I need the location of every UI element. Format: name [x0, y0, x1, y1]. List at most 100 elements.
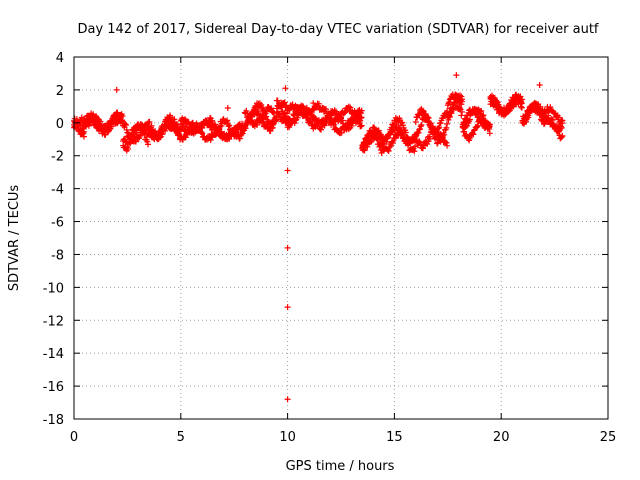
data-point [303, 111, 310, 118]
data-point [148, 122, 155, 129]
data-point [445, 100, 452, 107]
data-point [198, 129, 205, 136]
data-point [274, 97, 281, 104]
y-tick-label: -10 [43, 281, 64, 296]
data-point [448, 110, 455, 117]
data-point [521, 119, 528, 126]
data-point [558, 134, 565, 141]
data-point [310, 100, 317, 107]
data-point [358, 122, 365, 129]
data-point [125, 146, 132, 153]
data-point [263, 107, 270, 114]
data-point [213, 130, 220, 137]
data-point [417, 123, 424, 130]
y-tick-label: 0 [56, 117, 64, 132]
data-point [443, 124, 450, 131]
data-point [301, 106, 308, 113]
data-point [453, 72, 460, 79]
data-point [113, 86, 120, 93]
data-point [480, 112, 487, 119]
x-tick-label: 25 [600, 430, 617, 445]
data-point [547, 104, 554, 111]
data-point [122, 121, 129, 128]
data-point [145, 141, 152, 148]
data-point [157, 130, 164, 137]
y-tick-label: -16 [43, 380, 64, 395]
data-point [419, 145, 426, 152]
data-point [225, 123, 232, 130]
data-point [104, 125, 111, 132]
data-point [114, 109, 121, 116]
data-point [157, 130, 164, 137]
data-point [463, 115, 470, 122]
data-point [446, 99, 453, 106]
data-point [377, 142, 384, 149]
data-point [347, 104, 354, 111]
data-point [118, 116, 125, 123]
data-point [73, 116, 80, 123]
data-point [507, 102, 514, 109]
data-point [268, 105, 275, 112]
data-point [412, 143, 419, 150]
data-point [415, 129, 422, 136]
data-point [160, 125, 167, 132]
data-point [357, 117, 364, 124]
data-point [474, 122, 481, 129]
data-point [458, 112, 465, 119]
data-point [411, 148, 418, 155]
data-point [362, 141, 369, 148]
data-point [362, 136, 369, 143]
data-point [417, 125, 424, 132]
data-point [400, 132, 407, 139]
y-axis-label: SDTVAR / TECUs [7, 185, 22, 292]
data-point [291, 112, 298, 119]
data-point [533, 100, 540, 107]
data-point [224, 117, 231, 124]
data-point [444, 120, 451, 127]
data-point [281, 99, 288, 106]
data-point [76, 119, 83, 126]
data-point [434, 140, 441, 147]
x-tick-label: 5 [177, 430, 185, 445]
data-point [558, 124, 565, 131]
data-point [199, 130, 206, 137]
data-point [450, 105, 457, 112]
data-point [375, 127, 382, 134]
data-point [412, 118, 419, 125]
y-tick-label: -8 [51, 248, 64, 263]
chart-title: Day 142 of 2017, Sidereal Day-to-day VTE… [77, 22, 598, 37]
data-point [412, 133, 419, 140]
data-point [284, 244, 291, 251]
data-point [446, 114, 453, 121]
x-tick-label: 10 [279, 430, 296, 445]
data-point [236, 135, 243, 142]
data-point [224, 105, 231, 112]
data-point [328, 112, 335, 119]
data-point [260, 118, 267, 125]
data-point [303, 110, 310, 117]
data-point [384, 135, 391, 142]
data-point [209, 117, 216, 124]
data-point [459, 123, 466, 130]
data-point [435, 125, 442, 132]
data-point [339, 117, 346, 124]
x-tick-label: 0 [70, 430, 78, 445]
data-point [323, 106, 330, 113]
data-point [464, 112, 471, 119]
data-point [278, 104, 285, 111]
data-point [167, 112, 174, 119]
data-point [184, 131, 191, 138]
data-point [478, 107, 485, 114]
data-point [367, 138, 374, 145]
data-point [374, 136, 381, 143]
data-point [495, 101, 502, 108]
data-point [286, 107, 293, 114]
data-point [451, 100, 458, 107]
data-point [459, 96, 466, 103]
data-point [294, 114, 301, 121]
data-point [444, 142, 451, 149]
data-point [441, 131, 448, 138]
data-point [540, 121, 547, 128]
data-point [385, 148, 392, 155]
data-point [424, 114, 431, 121]
